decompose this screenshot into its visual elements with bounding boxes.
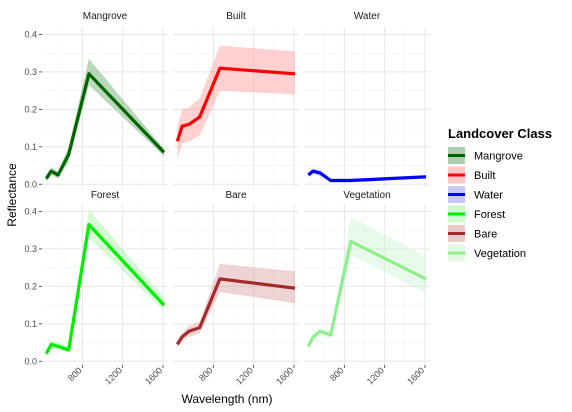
y-tick-label: 0.4: [24, 29, 37, 39]
legend-entry-mangrove: Mangrove: [448, 147, 523, 164]
legend-label: Bare: [474, 229, 497, 241]
legend-label: Forest: [474, 209, 505, 221]
y-tick-label: 0.4: [24, 206, 37, 216]
y-tick-label: 0.2: [24, 281, 37, 291]
y-tick-label: 0.2: [24, 104, 37, 114]
legend-label: Vegetation: [474, 248, 526, 260]
y-tick-label: 0.3: [24, 67, 37, 77]
legend-label: Built: [474, 170, 495, 182]
facet-panel-water: Water: [304, 11, 430, 188]
panel-background: [304, 27, 430, 188]
facet-strip-label: Bare: [225, 190, 247, 201]
facet-panel-built: Built: [173, 11, 299, 188]
facet-strip-label: Mangrove: [83, 11, 128, 22]
y-axis-title: Reflectance: [5, 163, 19, 227]
facet-strip-label: Vegetation: [343, 190, 390, 201]
y-tick-label: 0.1: [24, 319, 37, 329]
y-tick-label: 0.0: [24, 179, 37, 189]
legend-entry-vegetation: Vegetation: [448, 245, 526, 262]
facet-strip-label: Built: [226, 11, 246, 22]
panel-background: [42, 27, 168, 188]
legend-label: Mangrove: [474, 151, 523, 163]
facet-panel-mangrove: Mangrove 0.0 0.1 0.2 0.3 0.4: [24, 11, 168, 189]
y-tick-label: 0.0: [24, 356, 37, 366]
y-tick-label: 0.1: [24, 142, 37, 152]
x-axis-title: Wavelength (nm): [182, 392, 273, 406]
y-tick-label: 0.3: [24, 244, 37, 254]
legend-title: Landcover Class: [448, 126, 552, 141]
facet-strip-label: Water: [354, 11, 381, 22]
legend-entry-water: Water: [448, 186, 503, 203]
facet-strip-label: Forest: [91, 190, 120, 201]
legend-entry-forest: Forest: [448, 206, 505, 223]
legend-label: Water: [474, 190, 503, 202]
